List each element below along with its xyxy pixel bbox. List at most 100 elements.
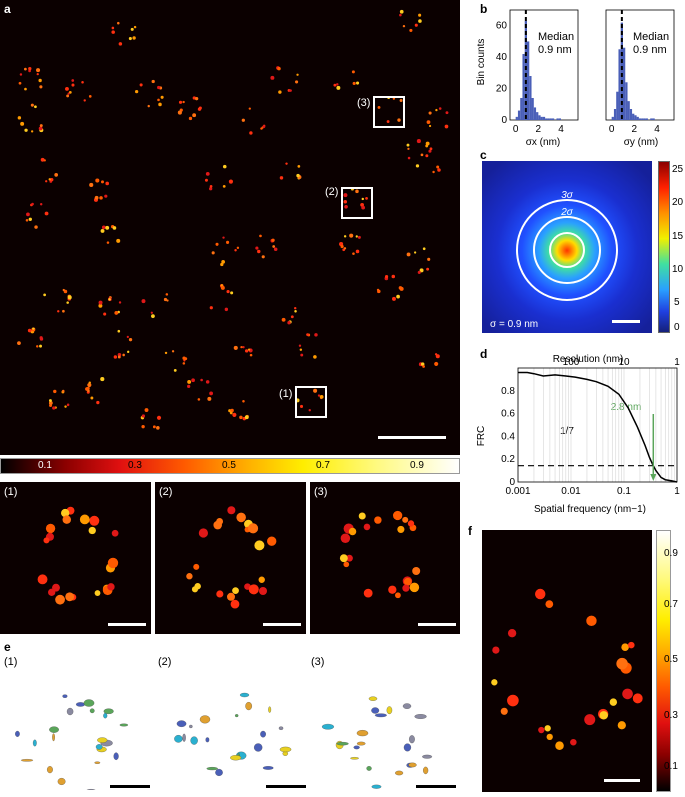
uncertainty-ellipse [190, 736, 198, 745]
localization-spot [296, 173, 300, 178]
localization-spot [351, 70, 355, 74]
localization-spot [118, 42, 123, 46]
localization-spot [71, 79, 75, 82]
localization-spot [165, 293, 169, 296]
ring-3sigma [516, 199, 618, 301]
roi-label-1: (1) [279, 388, 293, 400]
localization-spot [220, 285, 225, 290]
localization-spot [406, 252, 411, 257]
localization-spot [391, 274, 396, 279]
zoom-spot [48, 588, 56, 596]
localization-spot [436, 165, 440, 169]
zoom-spot [107, 583, 115, 591]
localization-spot [313, 388, 318, 393]
panel-f-tick-0.5: 0.5 [664, 654, 678, 665]
histogram-bar [611, 116, 614, 120]
localization-spot [377, 289, 381, 294]
panel-a-spots [17, 9, 449, 430]
zoom-spot [395, 592, 401, 599]
uncertainty-ellipse [176, 720, 187, 728]
localization-spot [158, 102, 162, 107]
localization-spot [83, 99, 86, 102]
uncertainty-ellipse [32, 739, 37, 747]
top-tick-label: 1 [674, 357, 680, 368]
histogram-bar [636, 116, 639, 120]
histogram-bar [645, 118, 648, 120]
localization-spot [104, 194, 108, 198]
uncertainty-ellipse [103, 713, 108, 719]
localization-spot [18, 81, 22, 85]
localization-spot [39, 85, 43, 89]
uncertainty-ellipse [199, 715, 211, 724]
localization-spot [361, 197, 364, 201]
localization-spot [239, 415, 243, 420]
localization-spot [298, 344, 302, 347]
localization-spot [230, 291, 234, 295]
zoom-spot [226, 592, 236, 601]
localization-spot [257, 249, 261, 254]
localization-spot [94, 195, 99, 200]
uncertainty-ellipse [403, 743, 412, 752]
localization-spot [204, 178, 208, 182]
localization-spot [152, 425, 156, 429]
panel-c-tick-5: 5 [674, 297, 680, 308]
x-tick-label: 2 [632, 124, 638, 135]
panel-b-left-median-value: 0.9 nm [538, 44, 572, 56]
zoom-spot [88, 526, 96, 535]
localization-spot [182, 100, 185, 104]
panel-b-right-median-value: 0.9 nm [633, 44, 667, 56]
zoom-2-scalebar [263, 623, 301, 626]
localization-spot [38, 126, 43, 131]
zoom-spot [230, 599, 240, 609]
localization-spot [422, 247, 426, 251]
histogram-bar [625, 82, 628, 120]
localization-spot [277, 66, 281, 71]
localization-spot [36, 345, 39, 348]
localization-spot [160, 95, 164, 99]
localization-spot [299, 348, 303, 352]
localization-spot [297, 165, 301, 168]
panel-c-scalebar [612, 320, 640, 323]
localization-spot [355, 81, 360, 85]
y-tick-label: 0.6 [501, 409, 515, 420]
zoom-spot [363, 588, 373, 598]
localization-spot [313, 355, 317, 359]
x-tick-label: 2 [536, 124, 542, 135]
localization-spot [141, 299, 146, 304]
localization-spot [415, 164, 420, 168]
panel-f-spot [617, 721, 626, 730]
localization-spot [226, 290, 230, 294]
histogram-bar [542, 116, 546, 120]
zoom-spot [94, 590, 101, 596]
uncertainty-ellipse [47, 766, 53, 774]
panel-f-spot [507, 628, 517, 638]
localization-spot [39, 337, 44, 341]
localization-spot [287, 321, 291, 325]
histogram-bar [623, 47, 626, 120]
localization-spot [285, 162, 288, 165]
localization-spot [295, 80, 299, 84]
localization-spot [117, 329, 121, 333]
localization-spot [71, 83, 75, 87]
colorbar-a-tick-0.3: 0.3 [128, 460, 142, 471]
localization-spot [244, 415, 249, 420]
panel-f-spot [492, 646, 500, 654]
zoom-panel-2: (2) [155, 482, 306, 634]
localization-spot [95, 178, 100, 183]
histogram-bar [551, 118, 555, 120]
localization-spot [164, 351, 168, 355]
histogram-bar [638, 118, 642, 120]
histogram-bar [533, 107, 537, 120]
zoom-spot [65, 592, 75, 602]
uncertainty-ellipse [89, 708, 95, 714]
localization-spot [355, 189, 359, 194]
localization-spot [52, 406, 56, 410]
localization-spot [209, 306, 213, 310]
localization-spot [141, 414, 146, 418]
zoom-spot [111, 529, 119, 537]
y-tick-label: 0.4 [501, 431, 515, 442]
panel-b-right-median-title: Median [633, 31, 669, 43]
localization-spot [236, 246, 240, 250]
uncertainty-ellipse [62, 694, 68, 698]
localization-spot [54, 173, 59, 177]
